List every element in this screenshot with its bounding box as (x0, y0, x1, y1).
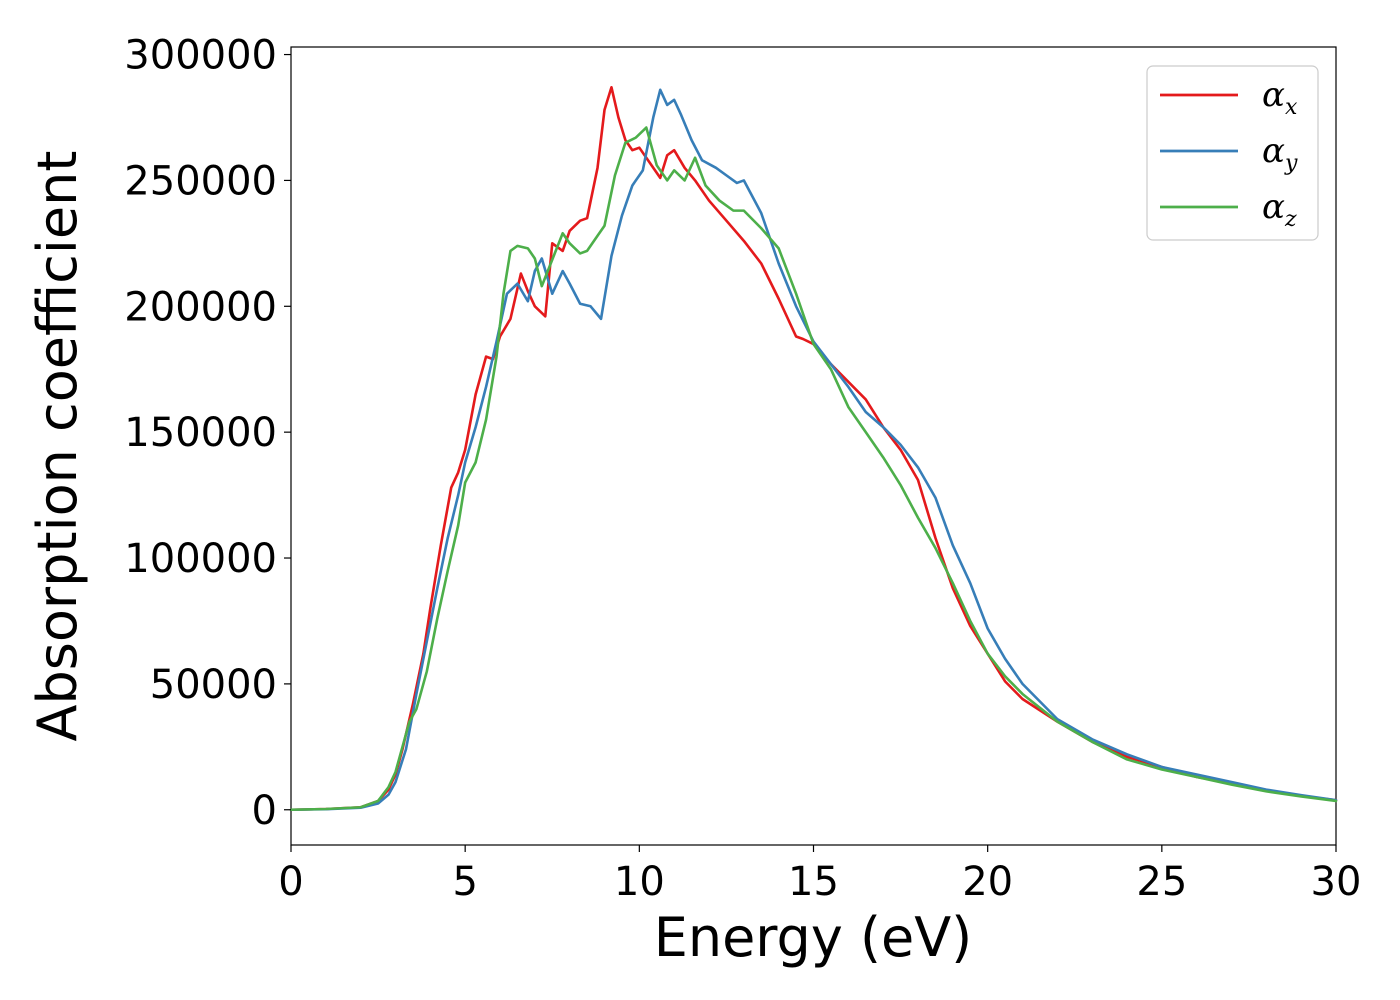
y-tick-label: 300000 (124, 33, 277, 79)
x-tick-label: 25 (1136, 859, 1187, 905)
x-axis: 0 5 10 15 20 25 30 (278, 845, 1361, 905)
legend-label-x: αx (1262, 75, 1298, 120)
series-line-z (289, 126, 1338, 812)
series-line-y (289, 88, 1338, 812)
series-lines (289, 85, 1338, 812)
legend-label-z: αz (1262, 187, 1297, 232)
x-tick-label: 20 (962, 859, 1013, 905)
x-tick-label: 5 (452, 859, 477, 905)
legend-label-y: αy (1262, 131, 1298, 176)
x-tick-label: 30 (1311, 859, 1362, 905)
y-tick-label: 150000 (124, 410, 277, 456)
x-tick-label: 0 (278, 859, 303, 905)
y-tick-label: 0 (252, 788, 277, 834)
x-tick-label: 15 (788, 859, 839, 905)
y-axis: 0 50000 100000 150000 200000 250000 300000 (124, 33, 291, 834)
y-axis-label: Absorption coefficient (26, 151, 89, 742)
y-tick-label: 100000 (124, 536, 277, 582)
legend: αx αy αz (1146, 65, 1319, 241)
y-tick-label: 50000 (150, 662, 277, 708)
x-axis-label: Energy (eV) (654, 906, 973, 969)
y-tick-label: 250000 (124, 158, 277, 204)
x-tick-label: 10 (614, 859, 665, 905)
legend-box (1146, 65, 1319, 241)
y-tick-label: 200000 (124, 284, 277, 330)
